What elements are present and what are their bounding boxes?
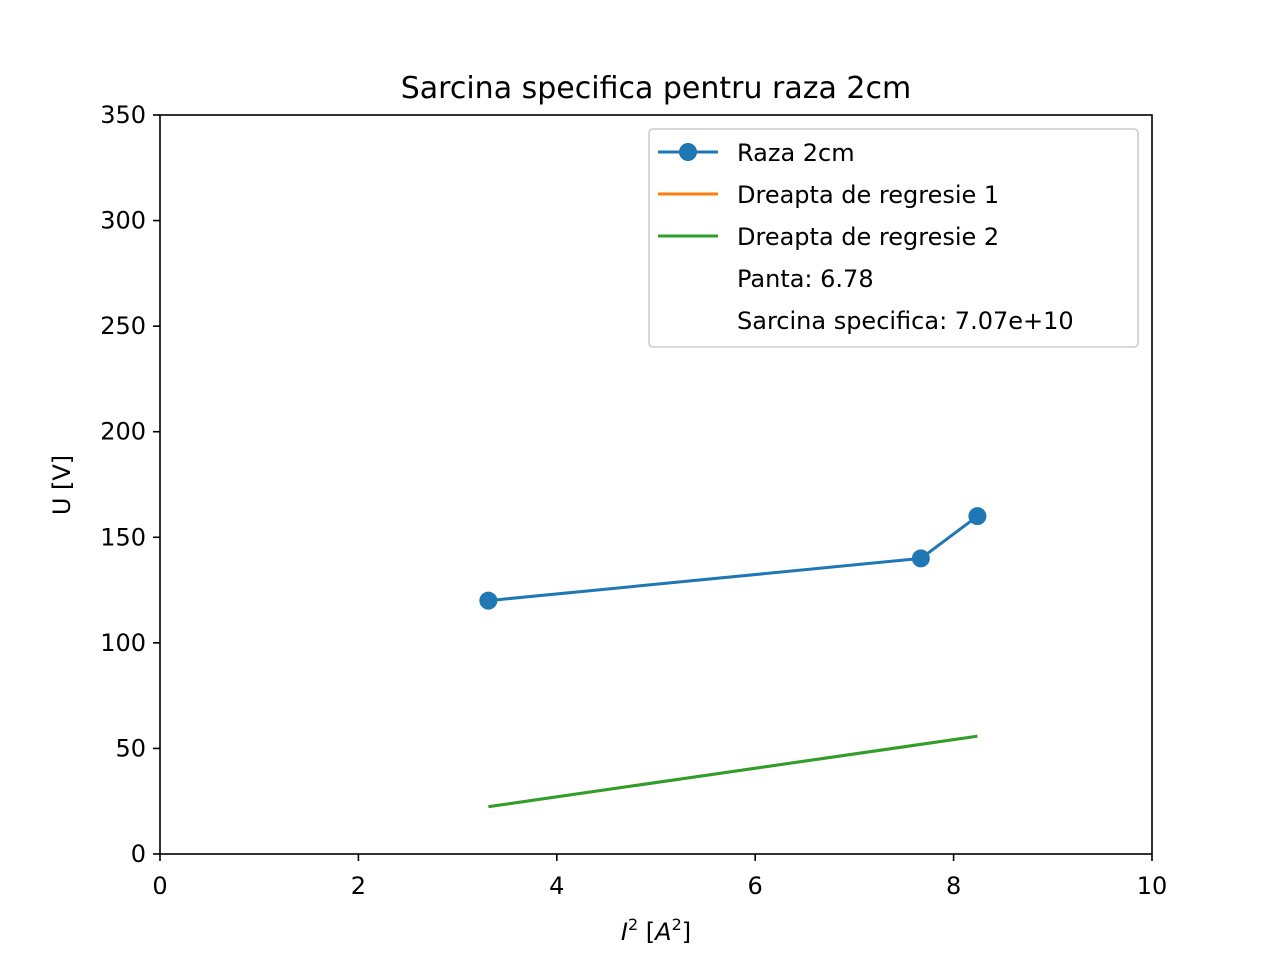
- y-tick-label: 350: [100, 101, 146, 129]
- data-point: [479, 591, 498, 610]
- legend-label: Dreapta de regresie 2: [737, 223, 999, 251]
- x-label-var: I: [621, 918, 628, 946]
- legend-marker: [679, 143, 697, 161]
- x-axis-label: I2 [A2]: [621, 915, 691, 946]
- y-tick-label: 300: [100, 207, 146, 235]
- x-tick-label: 0: [152, 872, 167, 900]
- x-tick-label: 4: [549, 872, 564, 900]
- x-tick-label: 6: [748, 872, 763, 900]
- axes-frame: [159, 114, 1153, 855]
- y-tick-label: 250: [100, 312, 146, 340]
- legend-label: Dreapta de regresie 1: [737, 181, 999, 209]
- data-point: [911, 549, 930, 568]
- x-label-close: ]: [682, 918, 691, 946]
- x-label-unit-exp: 2: [672, 915, 682, 934]
- chart-title: Sarcina specifica pentru raza 2cm: [401, 71, 911, 106]
- x-label-exp: 2: [628, 915, 638, 934]
- y-tick-label: 50: [115, 734, 146, 762]
- y-tick-label: 100: [100, 629, 146, 657]
- legend-extra-label: Panta: 6.78: [737, 265, 874, 293]
- y-tick-label: 150: [100, 523, 146, 551]
- data-point: [968, 507, 987, 526]
- y-axis-label: U [V]: [48, 455, 76, 515]
- x-tick-label: 8: [946, 872, 961, 900]
- x-tick-label: 10: [1137, 872, 1168, 900]
- y-tick-label: 200: [100, 418, 146, 446]
- y-tick-label: 0: [131, 840, 146, 868]
- legend: Raza 2cm Dreapta de regresie 1 Dreapta de …: [648, 128, 1139, 348]
- x-label-gap: [638, 918, 646, 946]
- x-label-unit-var: A: [653, 918, 671, 946]
- legend-label: Raza 2cm: [737, 139, 855, 167]
- legend-box: [648, 128, 1139, 348]
- legend-extra-label: Sarcina specifica: 7.07e+10: [737, 307, 1074, 335]
- x-label-open: [: [646, 918, 655, 946]
- x-tick-label: 2: [351, 872, 366, 900]
- series-line-3: [488, 734, 978, 809]
